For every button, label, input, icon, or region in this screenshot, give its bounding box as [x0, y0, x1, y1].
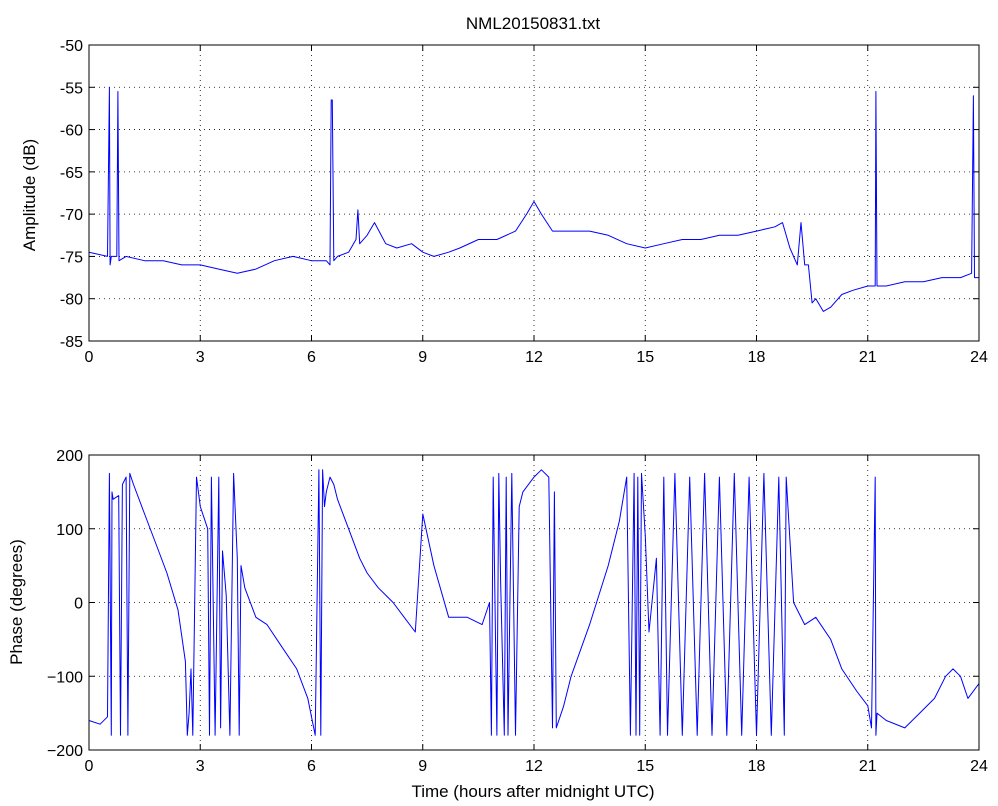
phase-x-tick-label: 24	[970, 758, 988, 775]
amplitude-y-tick-label: -85	[60, 334, 83, 351]
phase-y-tick-label: 100	[56, 522, 83, 539]
phase-y-tick-label: −100	[47, 669, 83, 686]
amplitude-panel: 0 3 6 9 12 15 18 21 24 -50 -55 -60 -65 -70 -75 -80 -85	[60, 38, 988, 366]
phase-panel: 0 3 6 9 12 15 18 21 24 200 100 0 −100 −200	[47, 448, 988, 775]
amplitude-x-tick-label: 3	[196, 349, 205, 366]
phase-x-tick-label: 9	[418, 758, 427, 775]
amplitude-x-tick-label: 21	[859, 349, 877, 366]
amplitude-series-line	[88, 86, 979, 312]
amplitude-y-tick-label: -65	[60, 165, 83, 182]
amplitude-x-tick-label: 9	[418, 349, 427, 366]
phase-x-tick-label: 15	[636, 758, 654, 775]
phase-x-tick-label: 3	[196, 758, 205, 775]
amplitude-x-tick-label: 6	[307, 349, 316, 366]
amplitude-y-tick-label: -80	[60, 292, 83, 309]
amplitude-y-axis-label: Amplitude (dB)	[20, 139, 39, 251]
phase-x-tick-label: 6	[307, 758, 316, 775]
amplitude-x-tick-label: 0	[85, 349, 94, 366]
phase-y-tick-label: 200	[56, 448, 83, 465]
phase-x-tick-label: 0	[85, 758, 94, 775]
amplitude-y-tick-label: -75	[60, 249, 83, 266]
amplitude-x-tick-label: 12	[525, 349, 543, 366]
amplitude-y-tick-label: -60	[60, 123, 83, 140]
phase-x-tick-label: 18	[748, 758, 766, 775]
phase-x-tick-label: 12	[525, 758, 543, 775]
phase-y-tick-label: −200	[47, 743, 83, 760]
amplitude-plot-frame	[88, 44, 980, 342]
phase-y-axis-label: Phase (degrees)	[7, 539, 26, 665]
amplitude-x-tick-label: 18	[748, 349, 766, 366]
time-x-axis-label: Time (hours after midnight UTC)	[411, 782, 654, 801]
phase-series-line	[88, 469, 980, 736]
amplitude-x-tick-label: 15	[636, 349, 654, 366]
amplitude-x-tick-label: 24	[970, 349, 988, 366]
amplitude-y-tick-label: -55	[60, 80, 83, 97]
phase-plot-frame	[88, 454, 980, 751]
phase-x-tick-label: 21	[859, 758, 877, 775]
chart-title: NML20150831.txt	[466, 14, 600, 33]
amplitude-y-tick-label: -50	[60, 38, 83, 55]
amplitude-y-tick-label: -70	[60, 207, 83, 224]
phase-y-tick-label: 0	[74, 596, 83, 613]
